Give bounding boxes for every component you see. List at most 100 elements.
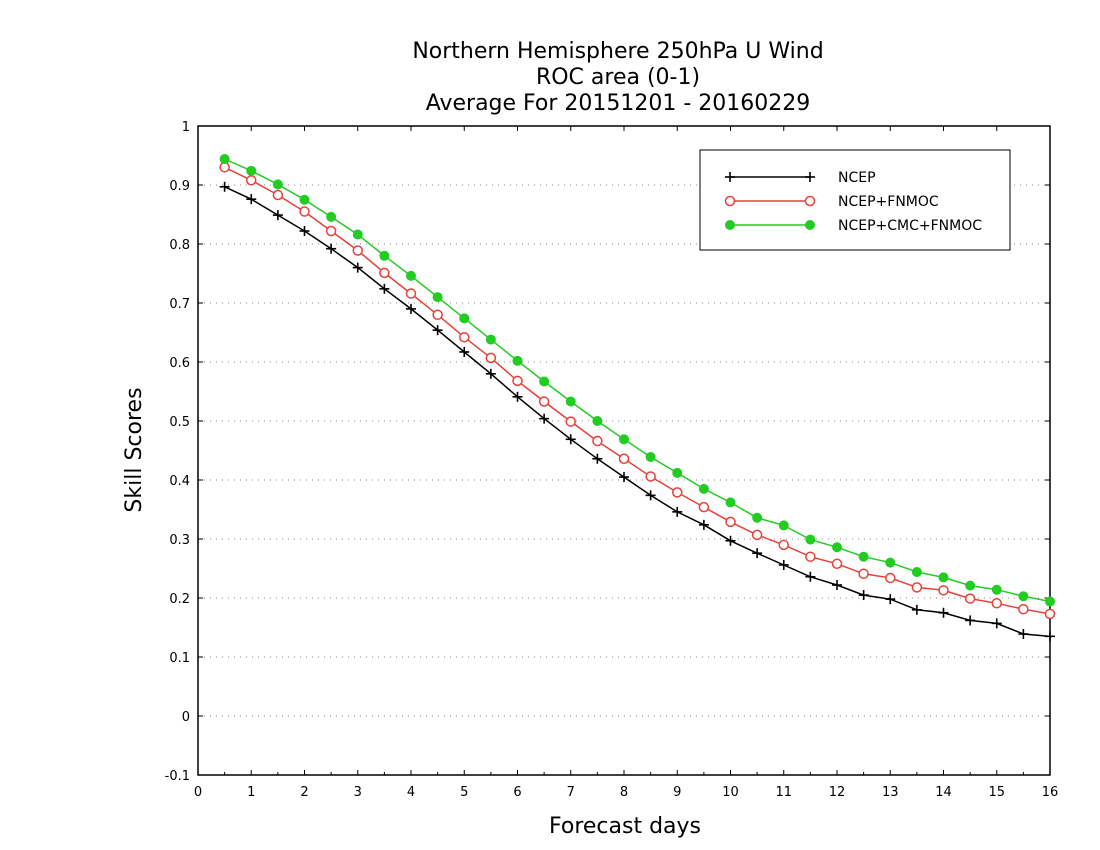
data-point [858,568,869,580]
data-point [1018,603,1029,615]
data-point [379,283,390,294]
y-tick-label: 1 [182,120,190,135]
x-tick-label: 1 [247,785,255,800]
data-point [645,451,656,462]
x-tick-label: 14 [935,785,952,800]
x-tick-label: 6 [513,785,521,800]
data-point [539,376,550,387]
data-point [539,413,550,424]
y-tick-label: 0.6 [169,356,190,371]
data-point [352,262,363,273]
data-point [459,331,470,343]
data-point [246,194,257,205]
x-tick-label: 0 [194,785,202,800]
data-point [592,416,603,426]
legend-marker [804,195,816,207]
y-tick-label: 0.2 [169,592,190,607]
data-point [831,558,843,570]
x-axis-label: Forecast days [549,814,701,839]
x-tick-label: 13 [882,785,899,800]
data-point [1045,596,1055,607]
data-point [991,598,1002,609]
series-0 [219,181,1055,642]
x-tick-label: 3 [354,785,362,800]
data-point [405,288,417,299]
data-point [512,355,523,366]
data-point [352,245,363,256]
data-point [832,580,842,591]
series-line [224,186,1051,638]
y-tick-label: 0.9 [169,179,190,194]
data-point [619,434,629,445]
data-point [512,375,523,387]
data-point [565,434,576,445]
data-point [805,551,816,562]
data-point [778,559,789,570]
data-point [459,346,470,357]
y-tick-label: 0.8 [169,238,190,253]
y-axis-label: Skill Scores [122,387,147,512]
series-group [219,154,1056,642]
data-point [725,516,736,528]
x-tick-label: 4 [407,785,415,800]
data-point [938,585,949,596]
data-point [964,593,976,604]
x-tick-label: 9 [673,785,681,800]
data-point [698,501,710,513]
data-point [778,539,789,551]
legend-label: NCEP+CMC+FNMOC [838,218,982,234]
data-point [1018,591,1029,602]
series-2 [219,154,1055,607]
data-point [299,194,310,205]
data-point [326,243,337,254]
data-point [938,607,949,618]
data-point [326,211,337,222]
data-point [352,229,363,240]
data-point [938,572,949,583]
data-point [432,292,443,303]
data-point [805,534,816,545]
data-point [246,165,257,176]
data-point [672,506,683,517]
title-line-3: Average For 20151201 - 20160229 [426,91,811,116]
y-tick-label: 0.7 [169,297,190,312]
data-point [485,368,496,379]
legend-item: NCEP [725,170,876,186]
data-point [459,313,470,324]
data-point [698,519,709,530]
data-point [325,225,337,237]
x-tick-label: 5 [460,785,468,800]
legend-box [699,149,1011,251]
data-point [379,267,390,279]
data-point [885,557,896,568]
data-point [432,325,443,336]
data-point [725,535,736,546]
x-tick-label: 11 [775,785,792,800]
legend-item: NCEP+FNMOC [724,194,939,210]
series-1 [219,162,1056,620]
data-point [272,189,284,201]
data-point [1018,628,1029,639]
data-point [832,542,842,553]
data-point [672,487,683,498]
data-point [965,580,976,591]
data-point [299,206,310,217]
data-point [752,548,763,559]
data-point [485,334,496,345]
data-point [272,210,283,221]
data-point [885,594,896,605]
data-point [219,154,230,165]
title-line-2: ROC area (0-1) [536,65,700,90]
data-point [805,571,816,582]
axis-ticks: -0.100.10.20.30.40.50.60.70.80.910 1 2 3 4 5 6… [165,120,1059,800]
data-point [485,352,497,364]
data-point [592,435,603,447]
legend-item: NCEP+CMC+FNMOC [725,218,982,234]
legend: NCEP NCEP+FNMOC NCEP+CMC+FNMOC [699,149,1011,251]
data-point [619,472,629,483]
gridlines [198,184,1050,717]
y-tick-label: 0.4 [169,474,190,489]
data-point [565,396,576,407]
data-point [725,497,736,508]
x-tick-label: 2 [300,785,308,800]
